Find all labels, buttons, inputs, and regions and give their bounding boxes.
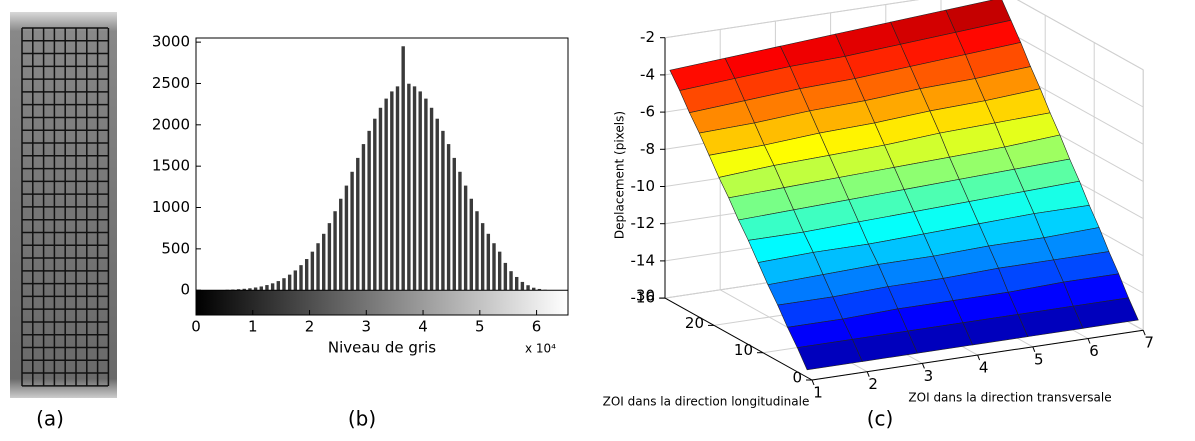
bar: [396, 86, 399, 290]
bar: [367, 131, 370, 290]
x-tick-label: 3: [362, 318, 372, 336]
bar: [401, 46, 404, 290]
x-tick-label: 4: [418, 318, 428, 336]
bar: [504, 263, 507, 290]
bar: [288, 275, 291, 291]
bar: [265, 285, 268, 290]
bar: [492, 243, 495, 290]
z-tick-label: -6: [640, 103, 655, 121]
x-tick-label: 4: [979, 359, 989, 377]
bar: [260, 286, 263, 290]
y-tick-label: 2500: [152, 74, 190, 92]
bar: [470, 199, 473, 290]
bar: [328, 223, 331, 290]
gray-scale-bar: [196, 290, 568, 315]
z-tick-label: -10: [631, 177, 656, 195]
y-tick-label: 500: [161, 239, 190, 257]
bar: [282, 278, 285, 290]
bar: [379, 108, 382, 290]
x-tick-label: 2: [305, 318, 315, 336]
bar: [526, 285, 529, 290]
z-tick-label: -8: [640, 140, 655, 158]
bar: [458, 172, 461, 290]
bar: [487, 234, 490, 290]
y-tick-label: 10: [734, 341, 753, 359]
bar: [305, 259, 308, 290]
x-tick-label: 7: [1144, 334, 1154, 352]
bar: [424, 99, 427, 291]
bar: [356, 158, 359, 290]
bar: [498, 252, 501, 291]
y-axis-label: ZOI dans la direction longitudinale: [603, 395, 810, 409]
x-tick-label: 6: [1089, 342, 1099, 360]
x-tick-label: 1: [813, 384, 823, 402]
bar: [441, 131, 444, 290]
y-tick-label: 1000: [152, 198, 190, 216]
bar: [464, 186, 467, 291]
bar: [521, 282, 524, 290]
bar: [407, 84, 410, 290]
x-tick-label: 6: [532, 318, 542, 336]
specimen-image: [10, 12, 117, 398]
bar: [362, 144, 365, 290]
bar: [447, 144, 450, 290]
z-tick-label: -2: [640, 28, 655, 46]
bar: [515, 277, 518, 290]
bar: [311, 252, 314, 291]
specimen: [10, 12, 117, 398]
caption: (b): [348, 407, 376, 431]
z-tick-label: -12: [631, 214, 656, 232]
x-axis-label: Niveau de gris: [328, 339, 436, 357]
bar: [390, 91, 393, 290]
bar: [271, 283, 274, 290]
bar: [384, 99, 387, 291]
bar: [481, 223, 484, 290]
bar: [333, 211, 336, 290]
bar: [413, 86, 416, 290]
bar: [294, 270, 297, 290]
bar: [453, 158, 456, 290]
bar: [509, 271, 512, 290]
x-tick-label: 3: [924, 367, 934, 385]
bar: [350, 172, 353, 290]
y-tick-label: 2000: [152, 115, 190, 133]
x-tick-label: 5: [1034, 350, 1044, 368]
y-tick-label: 1500: [152, 157, 190, 175]
z-axis-label: Deplacement (pixels): [613, 111, 627, 239]
bar: [475, 211, 478, 290]
bar: [436, 119, 439, 290]
bar: [419, 91, 422, 290]
bar: [373, 119, 376, 290]
y-tick-label: 0: [792, 369, 802, 387]
x-multiplier: x 10⁴: [525, 342, 556, 356]
z-tick-label: -4: [640, 65, 655, 83]
bar: [299, 265, 302, 290]
caption: (c): [867, 407, 894, 431]
x-axis-label: ZOI dans la direction transversale: [908, 391, 1111, 405]
y-tick-label: 20: [685, 314, 704, 332]
x-tick-label: 1: [248, 318, 258, 336]
bar: [316, 243, 319, 290]
caption: (a): [36, 407, 64, 431]
bar: [430, 108, 433, 290]
bar: [339, 199, 342, 290]
bar: [345, 186, 348, 291]
bar: [277, 281, 280, 290]
z-tick-label: -14: [631, 251, 656, 269]
x-tick-label: 2: [868, 375, 878, 393]
x-tick-label: 0: [191, 318, 201, 336]
bar: [322, 234, 325, 290]
z-tick-label: -16: [631, 289, 656, 307]
y-tick-label: 3000: [152, 33, 190, 51]
x-tick-label: 5: [475, 318, 485, 336]
y-tick-label: 0: [180, 281, 190, 299]
